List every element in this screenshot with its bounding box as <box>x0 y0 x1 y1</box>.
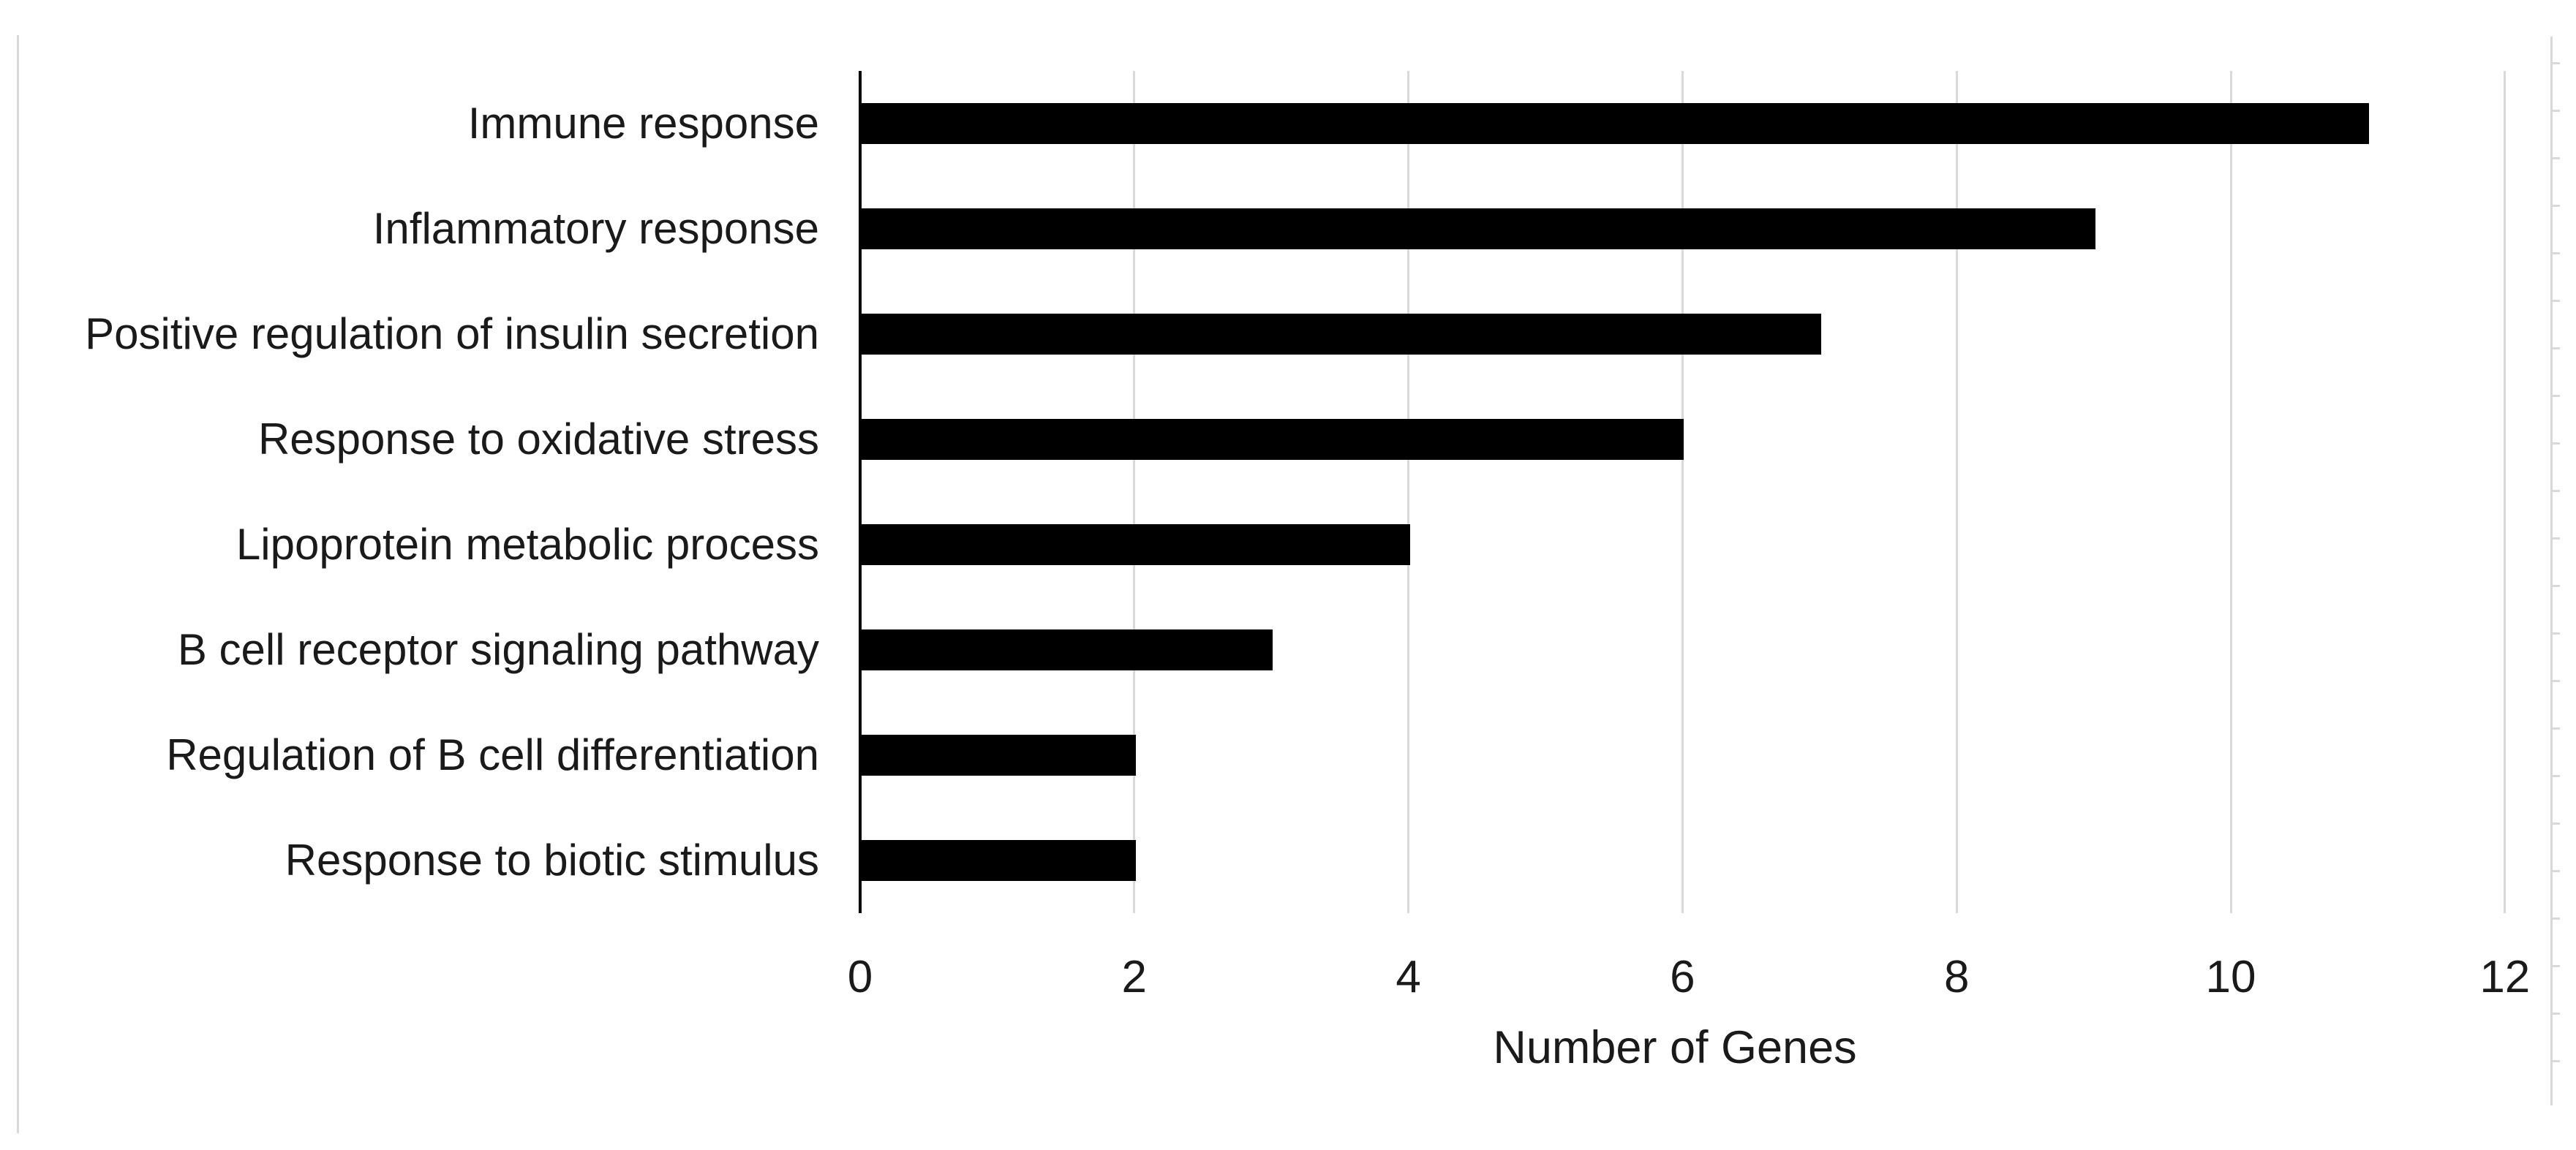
bar-3 <box>862 419 1684 460</box>
right-border-tick <box>2550 442 2560 445</box>
x-tick-label-6: 6 <box>1670 952 1695 1002</box>
gridline-4 <box>1407 71 1410 913</box>
x-axis-title: Number of Genes <box>1493 1022 1857 1073</box>
category-label-0: Immune response <box>467 99 819 148</box>
right-border-tick <box>2550 965 2560 967</box>
chart-right-border-line <box>2550 37 2553 1105</box>
category-label-1: Inflammatory response <box>372 204 819 253</box>
category-label-2: Positive regulation of insulin secretion <box>85 309 819 358</box>
gridline-6 <box>1681 71 1684 913</box>
gridline-8 <box>1955 71 1958 913</box>
chart-left-border-line <box>17 35 19 1133</box>
x-tick-label-4: 4 <box>1396 952 1421 1002</box>
right-border-tick <box>2550 680 2560 682</box>
right-border-tick <box>2550 775 2560 777</box>
category-axis-line <box>859 71 862 913</box>
right-border-tick <box>2550 537 2560 540</box>
right-border-tick <box>2550 727 2560 730</box>
gridline-12 <box>2504 71 2507 913</box>
right-border-tick <box>2550 1013 2560 1015</box>
right-border-tick <box>2550 157 2560 159</box>
right-border-tick <box>2550 870 2560 872</box>
x-tick-label-2: 2 <box>1121 952 1148 1002</box>
bar-2 <box>862 314 1821 355</box>
bar-6 <box>862 735 1136 776</box>
right-border-tick <box>2550 300 2560 302</box>
right-border-tick <box>2550 822 2560 825</box>
bar-7 <box>862 840 1136 881</box>
right-border-tick <box>2550 1060 2560 1062</box>
right-border-tick <box>2550 918 2560 920</box>
gridline-2 <box>1133 71 1136 913</box>
bar-5 <box>862 629 1273 670</box>
right-border-tick <box>2550 205 2560 207</box>
category-label-7: Response to biotic stimulus <box>285 836 819 885</box>
right-border-tick <box>2550 490 2560 492</box>
gridline-10 <box>2229 71 2232 913</box>
right-border-tick <box>2550 62 2560 64</box>
right-border-tick <box>2550 395 2560 397</box>
right-border-tick <box>2550 252 2560 254</box>
x-tick-label-10: 10 <box>2205 952 2256 1002</box>
right-border-tick <box>2550 632 2560 635</box>
right-border-tick <box>2550 347 2560 349</box>
category-label-3: Response to oxidative stress <box>257 415 819 464</box>
right-border-tick <box>2550 110 2560 112</box>
x-tick-label-0: 0 <box>847 952 873 1002</box>
category-label-6: Regulation of B cell differentiation <box>166 730 819 779</box>
x-tick-label-8: 8 <box>1943 952 1970 1002</box>
right-border-tick <box>2550 585 2560 587</box>
bar-4 <box>862 524 1410 565</box>
x-tick-label-12: 12 <box>2479 952 2531 1002</box>
bar-0 <box>862 103 2370 144</box>
bar-1 <box>862 208 2095 249</box>
category-label-5: B cell receptor signaling pathway <box>177 625 819 674</box>
category-label-4: Lipoprotein metabolic process <box>236 520 819 569</box>
